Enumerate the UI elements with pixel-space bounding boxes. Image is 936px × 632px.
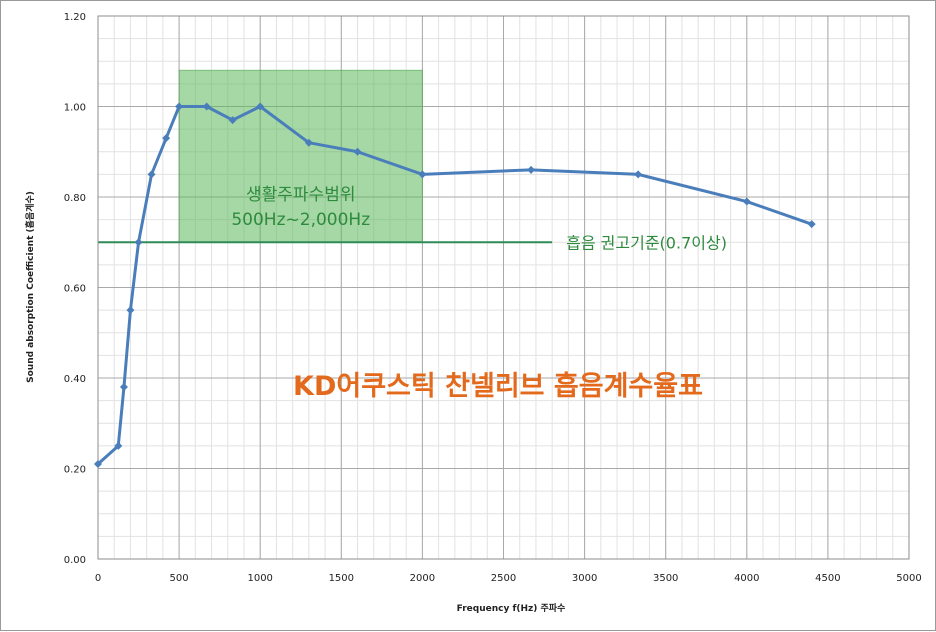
y-axis-title: Sound absorption Coefficient (흡음계수)	[24, 191, 36, 383]
data-point	[94, 459, 102, 468]
x-tick-label: 5000	[896, 573, 921, 584]
y-tick-label: 0.60	[64, 284, 86, 295]
x-tick-label: 4500	[815, 573, 840, 584]
data-point	[527, 165, 536, 174]
data-points	[94, 102, 816, 468]
data-point	[126, 306, 135, 315]
data-point	[134, 238, 143, 247]
x-tick-label: 3500	[653, 573, 678, 584]
y-tick-label: 0.20	[64, 465, 86, 476]
data-point	[202, 102, 211, 111]
x-tick-label: 2500	[491, 573, 516, 584]
data-point	[742, 197, 751, 206]
data-point	[119, 383, 128, 392]
x-tick-label: 4000	[734, 573, 759, 584]
band-label-line2: 500Hz~2,000Hz	[231, 210, 370, 230]
y-tick-label: 0.40	[64, 374, 86, 385]
data-point	[147, 170, 156, 179]
y-tick-labels: 0.00 0.20 0.40 0.60 0.80 1.00 1.20	[64, 12, 86, 566]
x-tick-label: 2000	[410, 573, 435, 584]
data-point	[162, 134, 171, 143]
data-point	[114, 441, 123, 450]
y-tick-label: 1.00	[64, 103, 86, 114]
series-line	[97, 105, 813, 466]
data-point	[175, 102, 184, 111]
y-tick-label: 0.00	[64, 555, 86, 566]
band-label-line1: 생활주파수범위	[246, 185, 355, 205]
x-tick-label: 1500	[329, 573, 354, 584]
data-point	[304, 138, 313, 147]
x-tick-label: 0	[95, 573, 101, 584]
data-point	[634, 170, 643, 179]
x-axis-title: Frequency f(Hz) 주파수	[457, 602, 566, 614]
frequency-band	[178, 69, 423, 243]
chart-title: KD어쿠스틱 찬넬리브 흡음계수율표	[293, 371, 703, 402]
data-point	[807, 220, 816, 229]
x-tick-labels: 0 500 1000 1500 2000 2500 3000 3500 4000 4500 5000	[95, 573, 922, 584]
data-point	[256, 102, 265, 111]
plot-area	[97, 15, 910, 560]
x-tick-label: 1000	[247, 573, 272, 584]
data-point	[353, 147, 362, 156]
data-point	[418, 170, 427, 179]
data-point	[228, 116, 237, 125]
y-tick-label: 1.20	[64, 12, 86, 23]
y-tick-label: 0.80	[64, 193, 86, 204]
reference-label: 흡음 권고기준(0.7이상)	[566, 233, 727, 252]
x-tick-label: 500	[170, 573, 189, 584]
x-tick-label: 3000	[572, 573, 597, 584]
